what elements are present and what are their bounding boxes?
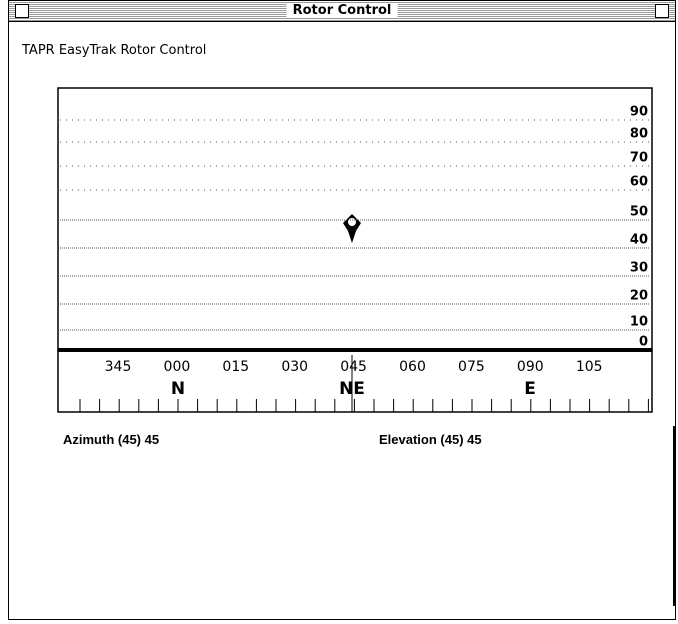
elevation-label: 40 [630, 233, 648, 248]
elevation-label: 70 [630, 151, 648, 166]
window-title: Rotor Control [286, 3, 398, 18]
azimuth-label: 345 [105, 359, 132, 375]
azimuth-label: 060 [399, 359, 426, 375]
close-box[interactable] [15, 4, 29, 18]
zoom-box[interactable] [655, 4, 669, 18]
compass-label: NE [339, 379, 365, 399]
azimuth-readout: Azimuth (45) 45 [63, 432, 160, 447]
compass-panel [57, 349, 653, 413]
azimuth-label: 045 [340, 359, 367, 375]
elevation-label: 30 [630, 261, 648, 276]
edge-bar [673, 426, 676, 606]
elevation-label: 10 [630, 315, 648, 330]
azimuth-label: 075 [458, 359, 485, 375]
elevation-label: 20 [630, 289, 648, 304]
compass-label: E [524, 379, 536, 399]
azimuth-label: 015 [222, 359, 249, 375]
elevation-label: 50 [630, 205, 648, 220]
elevation-label: 60 [630, 175, 648, 190]
azimuth-label: 105 [576, 359, 603, 375]
azimuth-label: 090 [517, 359, 544, 375]
app-label: TAPR EasyTrak Rotor Control [22, 43, 207, 58]
elevation-readout: Elevation (45) 45 [379, 432, 482, 447]
azimuth-label: 000 [164, 359, 191, 375]
elevation-label: 0 [639, 335, 648, 350]
elevation-label: 90 [630, 105, 648, 120]
title-bar: Rotor Control [9, 1, 675, 22]
compass-label: N [171, 379, 185, 399]
azimuth-label: 030 [281, 359, 308, 375]
elevation-label: 80 [630, 127, 648, 142]
